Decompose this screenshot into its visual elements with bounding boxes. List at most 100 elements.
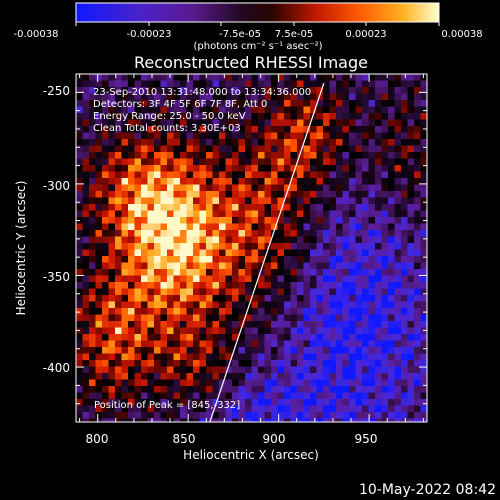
heatmap-cell xyxy=(160,139,168,146)
heatmap-cell xyxy=(407,366,415,374)
heatmap-cell xyxy=(76,87,83,94)
heatmap-cell xyxy=(199,327,207,335)
heatmap-cell xyxy=(355,256,363,263)
heatmap-cell xyxy=(297,158,304,166)
heatmap-cell xyxy=(186,379,194,387)
heatmap-cell xyxy=(186,412,194,419)
heatmap-cell xyxy=(180,106,187,114)
heatmap-cell xyxy=(219,360,226,367)
heatmap-cell xyxy=(264,308,272,315)
heatmap-cell xyxy=(186,392,194,400)
heatmap-cell xyxy=(264,126,272,133)
heatmap-cell xyxy=(128,217,135,224)
heatmap-cell xyxy=(180,360,187,367)
heatmap-cell xyxy=(225,262,233,270)
heatmap-cell xyxy=(349,392,356,400)
heatmap-cell xyxy=(349,145,356,153)
heatmap-cell xyxy=(147,379,155,387)
heatmap-cell xyxy=(264,360,272,367)
heatmap-cell xyxy=(251,405,259,413)
heatmap-cell xyxy=(329,275,337,283)
heatmap-cell xyxy=(225,139,233,146)
heatmap-cell xyxy=(102,178,109,185)
heatmap-cell xyxy=(102,340,109,348)
heatmap-cell xyxy=(199,334,207,341)
heatmap-cell xyxy=(375,139,382,146)
heatmap-cell xyxy=(108,74,116,81)
heatmap-cell xyxy=(362,74,369,81)
heatmap-cell xyxy=(206,288,213,296)
heatmap-cell xyxy=(297,399,304,406)
heatmap-cell xyxy=(245,327,252,335)
heatmap-cell xyxy=(160,113,168,120)
heatmap-cell xyxy=(381,165,389,172)
heatmap-cell xyxy=(186,418,194,422)
heatmap-cell xyxy=(401,126,408,133)
heatmap-cell xyxy=(394,217,402,224)
heatmap-cell xyxy=(258,249,265,257)
heatmap-cell xyxy=(115,249,122,257)
heatmap-cell xyxy=(362,353,369,361)
heatmap-cell xyxy=(420,204,427,211)
heatmap-cell xyxy=(173,275,181,283)
heatmap-cell xyxy=(271,249,278,257)
heatmap-cell xyxy=(401,386,408,393)
heatmap-cell xyxy=(388,210,395,218)
heatmap-cell xyxy=(264,184,272,192)
heatmap-cell xyxy=(394,282,402,289)
heatmap-cell xyxy=(284,379,291,387)
heatmap-cell xyxy=(225,132,233,140)
heatmap-cell xyxy=(147,191,155,198)
heatmap-cell xyxy=(420,262,427,270)
heatmap-cell xyxy=(316,334,324,341)
heatmap-cell xyxy=(193,288,200,296)
heatmap-cell xyxy=(251,145,259,153)
heatmap-cell xyxy=(414,204,421,211)
heatmap-cell xyxy=(199,80,207,88)
heatmap-cell xyxy=(141,347,148,354)
heatmap-cell xyxy=(342,139,350,146)
heatmap-cell xyxy=(212,236,220,244)
heatmap-cell xyxy=(407,399,415,406)
heatmap-cell xyxy=(115,392,122,400)
heatmap-cell xyxy=(407,379,415,387)
heatmap-cell xyxy=(102,353,109,361)
heatmap-cell xyxy=(108,334,116,341)
heatmap-cell xyxy=(245,249,252,257)
heatmap-cell xyxy=(297,223,304,231)
heatmap-cell xyxy=(284,347,291,354)
heatmap-cell xyxy=(95,74,103,81)
heatmap-cell xyxy=(134,275,142,283)
heatmap-cell xyxy=(167,236,174,244)
heatmap-cell xyxy=(102,139,109,146)
heatmap-cell xyxy=(349,275,356,283)
heatmap-cell xyxy=(349,405,356,413)
heatmap-cell xyxy=(134,379,142,387)
heatmap-cell xyxy=(271,418,278,422)
heatmap-cell xyxy=(232,126,239,133)
heatmap-cell xyxy=(89,314,96,322)
heatmap-cell xyxy=(206,93,213,101)
heatmap-cell xyxy=(284,93,291,101)
heatmap-cell xyxy=(407,204,415,211)
heatmap-cell xyxy=(193,282,200,289)
heatmap-cell xyxy=(128,171,135,179)
heatmap-cell xyxy=(238,165,246,172)
heatmap-cell xyxy=(219,308,226,315)
heatmap-cell xyxy=(381,145,389,153)
heatmap-cell xyxy=(329,158,337,166)
heatmap-cell xyxy=(89,178,96,185)
heatmap-cell xyxy=(173,100,181,107)
heatmap-cell xyxy=(388,87,395,94)
heatmap-cell xyxy=(167,113,174,120)
heatmap-cell xyxy=(401,80,408,88)
heatmap-cell xyxy=(342,418,350,422)
heatmap-cell xyxy=(245,171,252,179)
heatmap-cell xyxy=(310,139,317,146)
heatmap-cell xyxy=(180,230,187,237)
heatmap-cell xyxy=(245,340,252,348)
heatmap-cell xyxy=(407,158,415,166)
heatmap-cell xyxy=(414,93,421,101)
heatmap-cell xyxy=(160,392,168,400)
heatmap-cell xyxy=(388,386,395,393)
